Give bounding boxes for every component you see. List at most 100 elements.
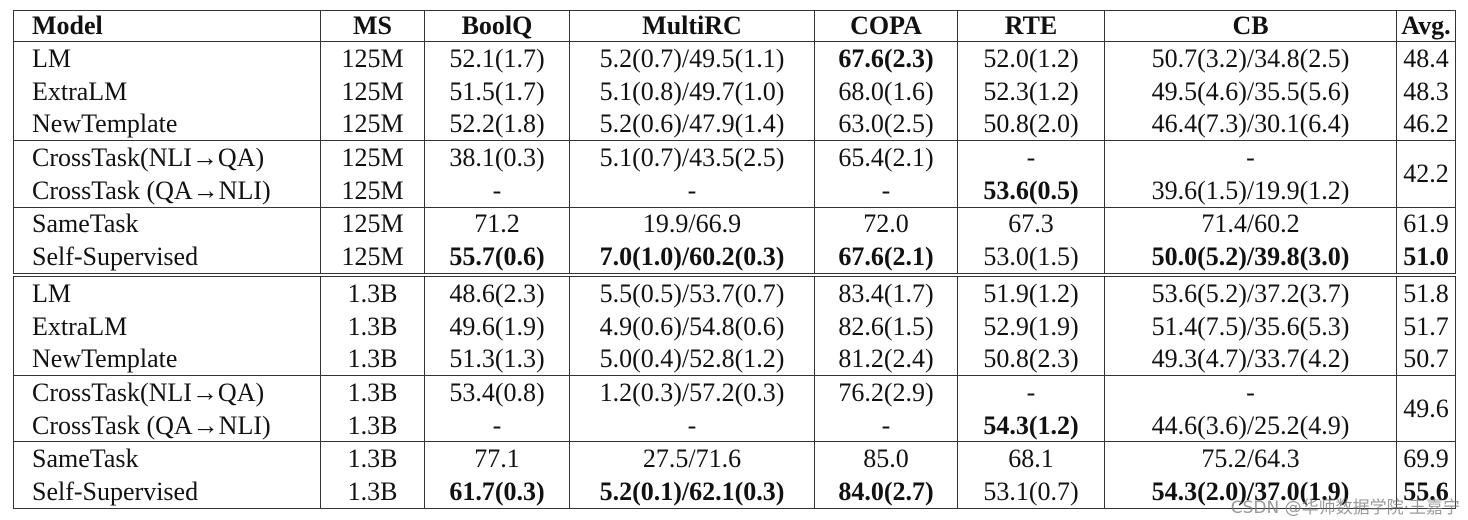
boolq-cell: 51.3(1.3) xyxy=(424,342,570,376)
ms-cell: 1.3B xyxy=(320,342,425,376)
header-rte: RTE xyxy=(957,10,1105,42)
model-cell: CrossTask (QA→NLI) xyxy=(13,408,321,442)
table-row: LM 125M 52.1(1.7) 5.2(0.7)/49.5(1.1) 67.… xyxy=(13,41,1456,75)
multirc-cell: 5.2(0.6)/47.9(1.4) xyxy=(569,107,815,141)
rte-cell: 67.3 xyxy=(957,206,1105,241)
ms-cell: 125M xyxy=(320,173,425,207)
ms-cell: 1.3B xyxy=(320,408,425,442)
boolq-cell: 77.1 xyxy=(424,441,570,476)
boolq-cell: - xyxy=(424,173,570,207)
copa-cell: - xyxy=(814,408,958,442)
avg-cell: 51.0 xyxy=(1396,240,1456,275)
boolq-cell: - xyxy=(424,408,570,442)
multirc-cell: 5.1(0.8)/49.7(1.0) xyxy=(569,74,815,108)
model-cell: CrossTask(NLI→QA) xyxy=(13,140,321,174)
ms-cell: 1.3B xyxy=(320,272,425,310)
boolq-cell: 52.2(1.8) xyxy=(424,107,570,141)
boolq-cell: 61.7(0.3) xyxy=(424,475,570,509)
rte-cell: 50.8(2.3) xyxy=(957,342,1105,376)
multirc-cell: 5.0(0.4)/52.8(1.2) xyxy=(569,342,815,376)
table-row: CrossTask(NLI→QA) 125M 38.1(0.3) 5.1(0.7… xyxy=(13,140,1456,207)
watermark: CSDN @华师数据学院·王嘉宁 xyxy=(1230,498,1460,518)
multirc-cell: 27.5/71.6 xyxy=(569,441,815,476)
header-multirc: MultiRC xyxy=(569,10,815,42)
header-cb: CB xyxy=(1104,10,1397,42)
table-row: SameTask 1.3B 77.1 27.5/71.6 85.0 68.1 7… xyxy=(13,441,1456,476)
model-cell: ExtraLM xyxy=(13,309,321,343)
avg-cell: 69.9 xyxy=(1396,441,1456,476)
boolq-cell: 49.6(1.9) xyxy=(424,309,570,343)
copa-cell: 67.6(2.1) xyxy=(814,240,958,275)
rte-cell: 54.3(1.2) xyxy=(957,408,1105,442)
cb-cell: 50.7(3.2)/34.8(2.5) xyxy=(1104,41,1397,75)
rte-cell: 68.1 xyxy=(957,441,1105,476)
copa-cell: 84.0(2.7) xyxy=(814,475,958,509)
multirc-cell: 5.2(0.1)/62.1(0.3) xyxy=(569,475,815,509)
model-cell: ExtraLM xyxy=(13,74,321,108)
multirc-cell: 1.2(0.3)/57.2(0.3) xyxy=(569,375,815,409)
avg-cell: 51.8 xyxy=(1396,272,1456,310)
model-cell: NewTemplate xyxy=(13,342,321,376)
rte-cell: 50.8(2.0) xyxy=(957,107,1105,141)
header-model: Model xyxy=(13,10,321,42)
avg-cell: 55.6 xyxy=(1396,475,1456,509)
copa-cell: - xyxy=(814,173,958,207)
multirc-cell: 5.2(0.7)/49.5(1.1) xyxy=(569,41,815,75)
avg-cell: 49.6 xyxy=(1396,375,1456,442)
copa-cell: 63.0(2.5) xyxy=(814,107,958,141)
rte-cell: 53.1(0.7) xyxy=(957,475,1105,509)
copa-cell: 67.6(2.3) xyxy=(814,41,958,75)
ms-cell: 125M xyxy=(320,41,425,75)
boolq-cell: 51.5(1.7) xyxy=(424,74,570,108)
ms-cell: 1.3B xyxy=(320,475,425,509)
avg-cell: 48.3 xyxy=(1396,74,1456,108)
multirc-cell: - xyxy=(569,173,815,207)
copa-cell: 68.0(1.6) xyxy=(814,74,958,108)
cb-cell: 49.5(4.6)/35.5(5.6) xyxy=(1104,74,1397,108)
copa-cell: 72.0 xyxy=(814,206,958,241)
multirc-cell: - xyxy=(569,408,815,442)
cb-cell: 39.6(1.5)/19.9(1.2) xyxy=(1104,173,1397,207)
cb-cell: 49.3(4.7)/33.7(4.2) xyxy=(1104,342,1397,376)
boolq-cell: 55.7(0.6) xyxy=(424,240,570,275)
boolq-cell: 52.1(1.7) xyxy=(424,41,570,75)
boolq-cell: 48.6(2.3) xyxy=(424,272,570,310)
boolq-cell: 38.1(0.3) xyxy=(424,140,570,174)
model-cell: SameTask xyxy=(13,206,321,241)
avg-cell: 48.4 xyxy=(1396,41,1456,75)
multirc-cell: 4.9(0.6)/54.8(0.6) xyxy=(569,309,815,343)
table-row: CrossTask(NLI→QA) 1.3B 53.4(0.8) 1.2(0.3… xyxy=(13,375,1456,442)
ms-cell: 125M xyxy=(320,107,425,141)
table-row: Self-Supervised 1.3B 61.7(0.3) 5.2(0.1)/… xyxy=(13,475,1456,509)
model-cell: Self-Supervised xyxy=(13,240,321,275)
multirc-cell: 5.1(0.7)/43.5(2.5) xyxy=(569,140,815,174)
multirc-cell: 19.9/66.9 xyxy=(569,206,815,241)
boolq-cell: 71.2 xyxy=(424,206,570,241)
rte-cell: 51.9(1.2) xyxy=(957,272,1105,310)
header-avg: Avg. xyxy=(1396,10,1456,42)
rte-cell: 52.9(1.9) xyxy=(957,309,1105,343)
model-cell: LM xyxy=(13,272,321,310)
ms-cell: 1.3B xyxy=(320,375,425,409)
copa-cell: 81.2(2.4) xyxy=(814,342,958,376)
copa-cell: 83.4(1.7) xyxy=(814,272,958,310)
avg-cell: 61.9 xyxy=(1396,206,1456,241)
model-cell: Self-Supervised xyxy=(13,475,321,509)
ms-cell: 125M xyxy=(320,206,425,241)
rte-cell: 52.0(1.2) xyxy=(957,41,1105,75)
table-row: CrossTask (QA→NLI) 1.3B - - - 54.3(1.2) … xyxy=(13,408,1456,442)
ms-cell: 125M xyxy=(320,140,425,174)
rte-cell: - xyxy=(957,140,1105,174)
header-ms: MS xyxy=(320,10,425,42)
cb-cell: - xyxy=(1104,375,1397,409)
cb-cell: - xyxy=(1104,140,1397,174)
header-boolq: BoolQ xyxy=(424,10,570,42)
table-row: ExtraLM 1.3B 49.6(1.9) 4.9(0.6)/54.8(0.6… xyxy=(13,309,1456,343)
table-row: CrossTask (QA→NLI) 125M - - - 53.6(0.5) … xyxy=(13,173,1456,207)
cb-cell: 54.3(2.0)/37.0(1.9) xyxy=(1104,475,1397,509)
header-copa: COPA xyxy=(814,10,958,42)
rte-cell: 53.0(1.5) xyxy=(957,240,1105,275)
avg-cell: 51.7 xyxy=(1396,309,1456,343)
results-table: Model MS BoolQ MultiRC COPA RTE CB Avg. … xyxy=(13,10,1456,509)
cb-cell: 71.4/60.2 xyxy=(1104,206,1397,241)
